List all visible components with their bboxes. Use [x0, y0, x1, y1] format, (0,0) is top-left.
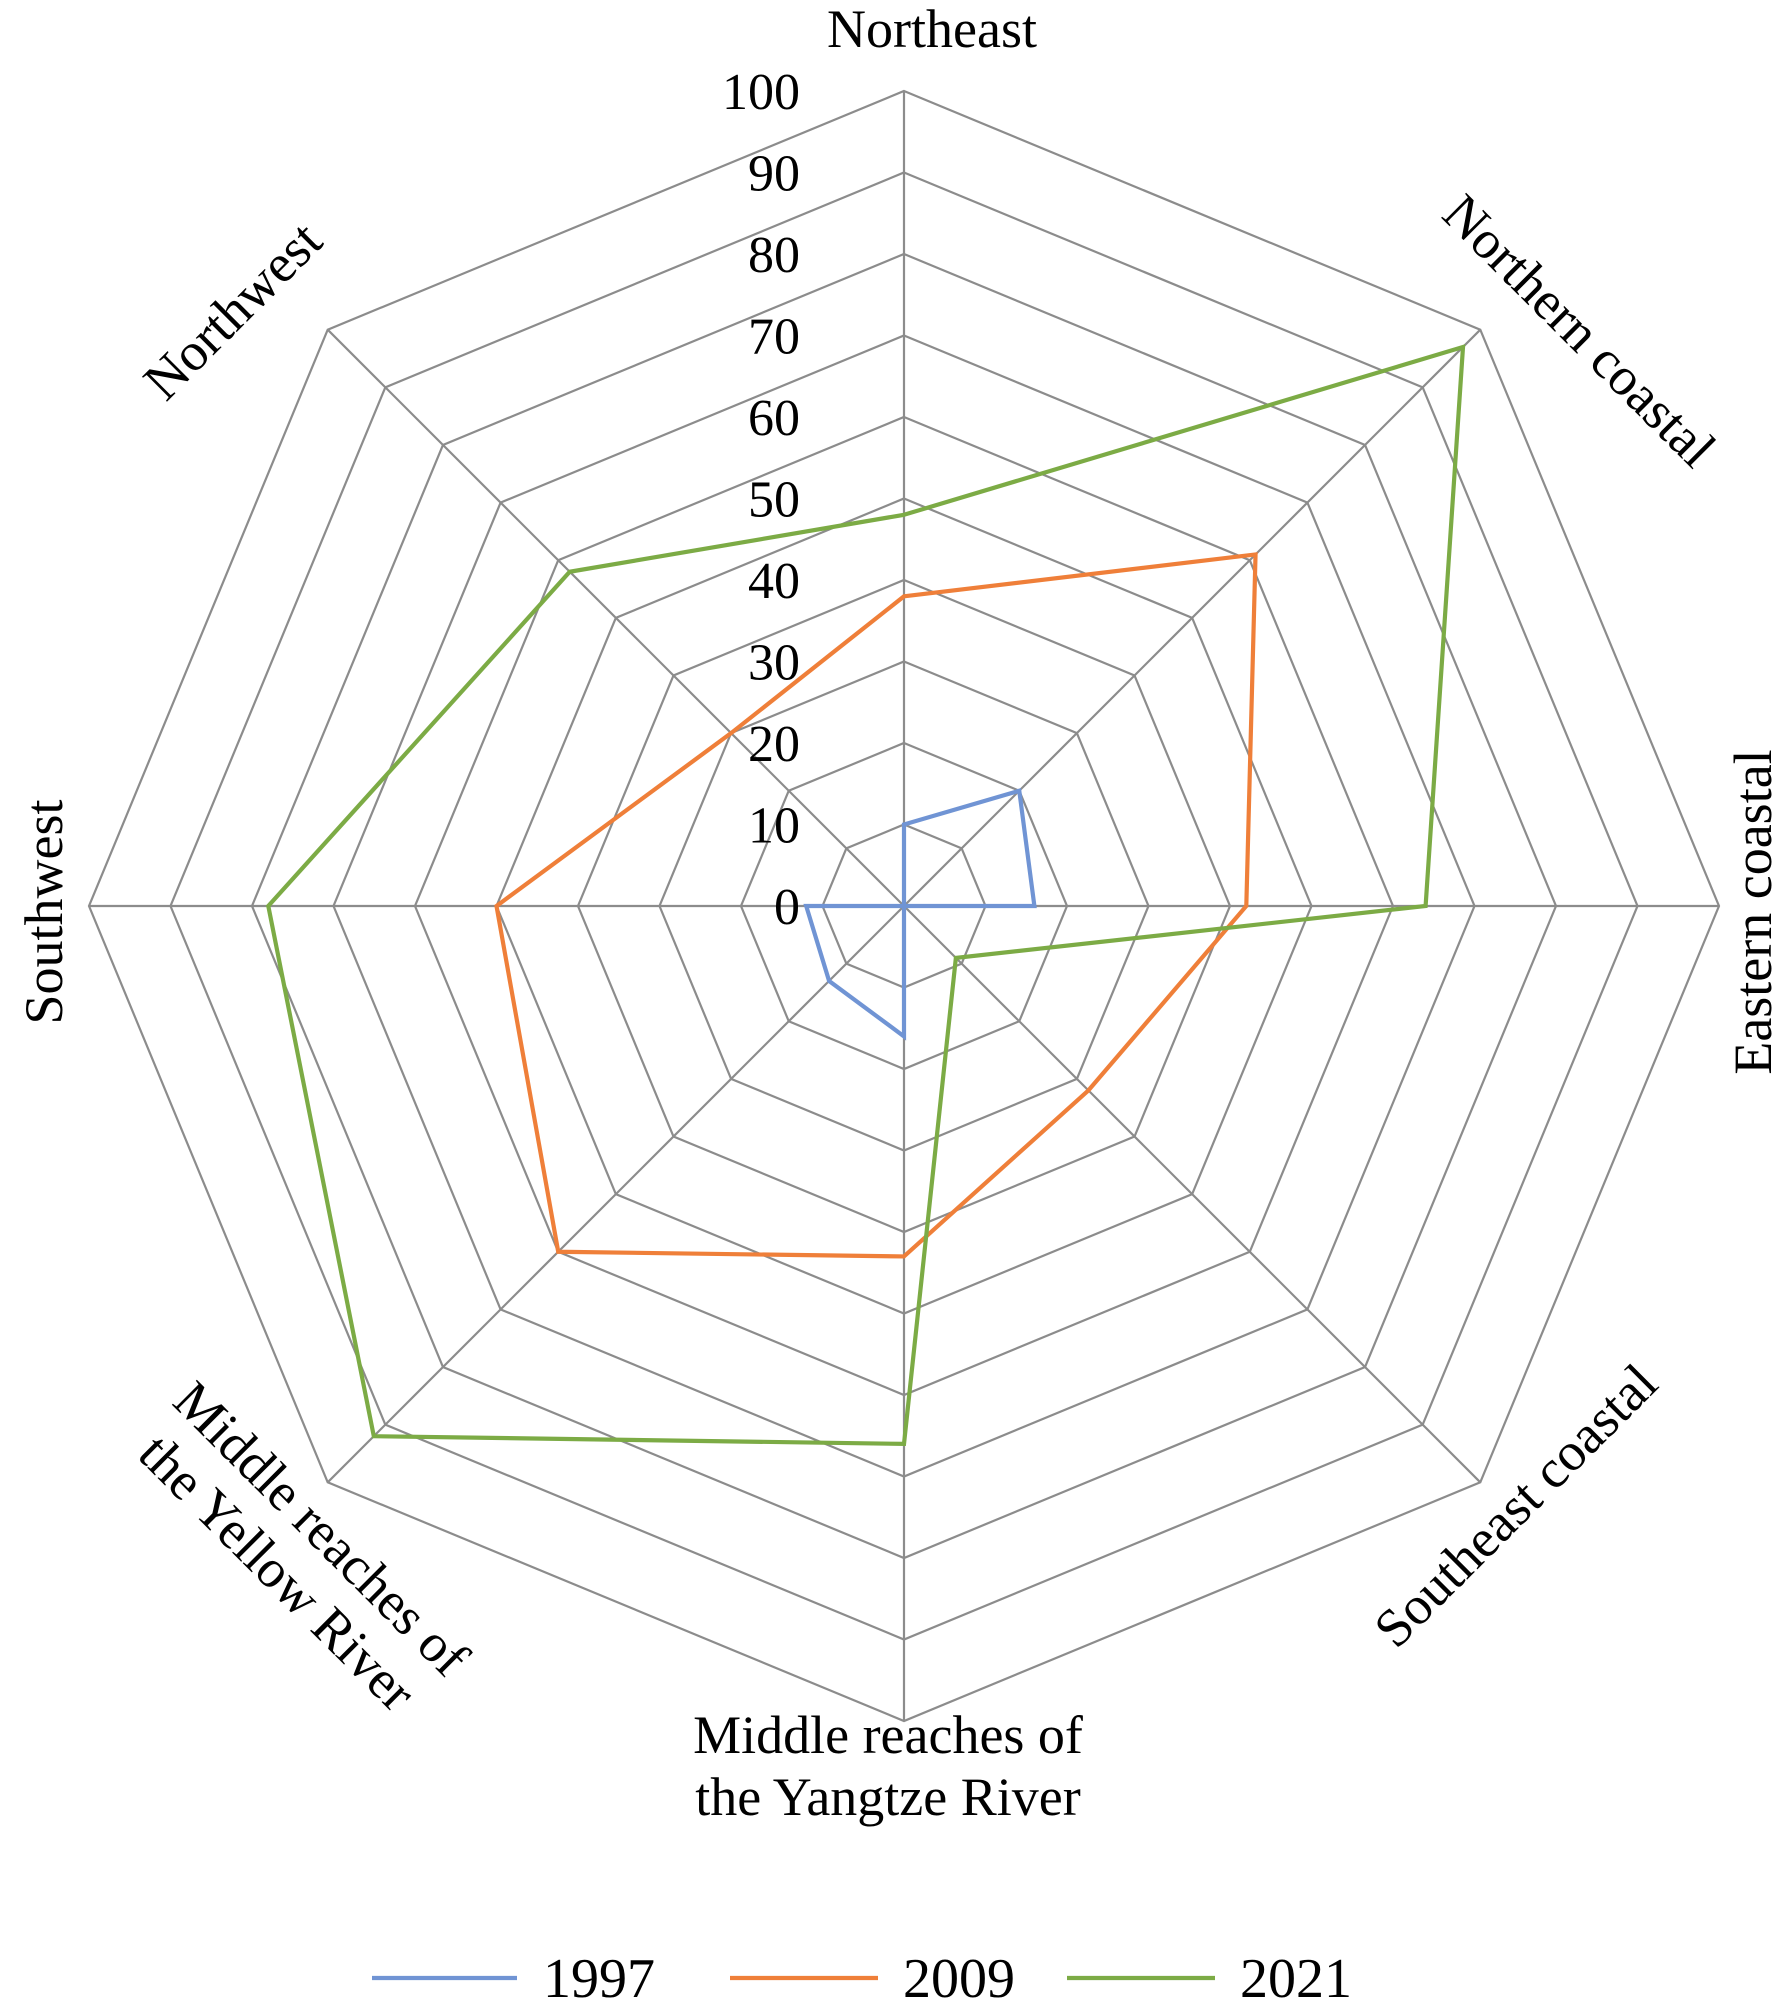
legend-label: 1997 — [543, 1948, 655, 2005]
series-lines — [266, 344, 1466, 1447]
radar-grid — [87, 89, 1721, 1723]
legend-item-2009: 2009 — [730, 1948, 1015, 2005]
category-label-line: Eastern coastal — [1723, 749, 1773, 1074]
category-label-northern-coastal: Northern coastal — [1431, 183, 1727, 479]
grid-spoke — [326, 905, 905, 1484]
tick-label: 100 — [722, 64, 800, 121]
legend-item-1997: 1997 — [372, 1948, 655, 2005]
grid-spoke — [903, 905, 1482, 1484]
radial-tick-labels: 0 10 20 30 40 50 60 70 80 90 100 — [722, 64, 800, 936]
legend-item-2021: 2021 — [1067, 1948, 1352, 2005]
tick-label: 10 — [748, 798, 800, 855]
series-1997 — [803, 788, 1037, 1041]
series-2021 — [266, 344, 1466, 1447]
category-label-line: the Yangtze River — [695, 1767, 1080, 1827]
tick-label: 50 — [748, 472, 800, 529]
category-label-line: Southwest — [14, 799, 74, 1024]
category-label-northeast: Northeast — [827, 0, 1037, 59]
category-label-line: Middle reaches of — [693, 1705, 1083, 1765]
category-label-line: Northwest — [132, 210, 334, 412]
tick-label: 90 — [748, 146, 800, 203]
legend: 1997 2009 2021 — [372, 1948, 1352, 2005]
category-label-northwest: Northwest — [132, 210, 334, 412]
tick-label: 40 — [748, 553, 800, 610]
tick-label: 70 — [748, 309, 800, 366]
series-2009 — [494, 552, 1258, 1259]
legend-label: 2021 — [1240, 1948, 1352, 2005]
tick-label: 80 — [748, 227, 800, 284]
tick-label: 0 — [774, 879, 800, 936]
tick-label: 20 — [748, 716, 800, 773]
grid-spoke — [903, 328, 1482, 907]
legend-label: 2009 — [903, 1948, 1015, 2005]
category-label-eastern-coastal: Eastern coastal — [1723, 749, 1773, 1074]
category-label-line: Northern coastal — [1431, 183, 1727, 479]
grid-spoke — [326, 328, 905, 907]
tick-label: 30 — [748, 635, 800, 692]
category-label-line: Northeast — [827, 0, 1037, 59]
tick-label: 60 — [748, 390, 800, 447]
category-label-southwest: Southwest — [14, 799, 74, 1024]
